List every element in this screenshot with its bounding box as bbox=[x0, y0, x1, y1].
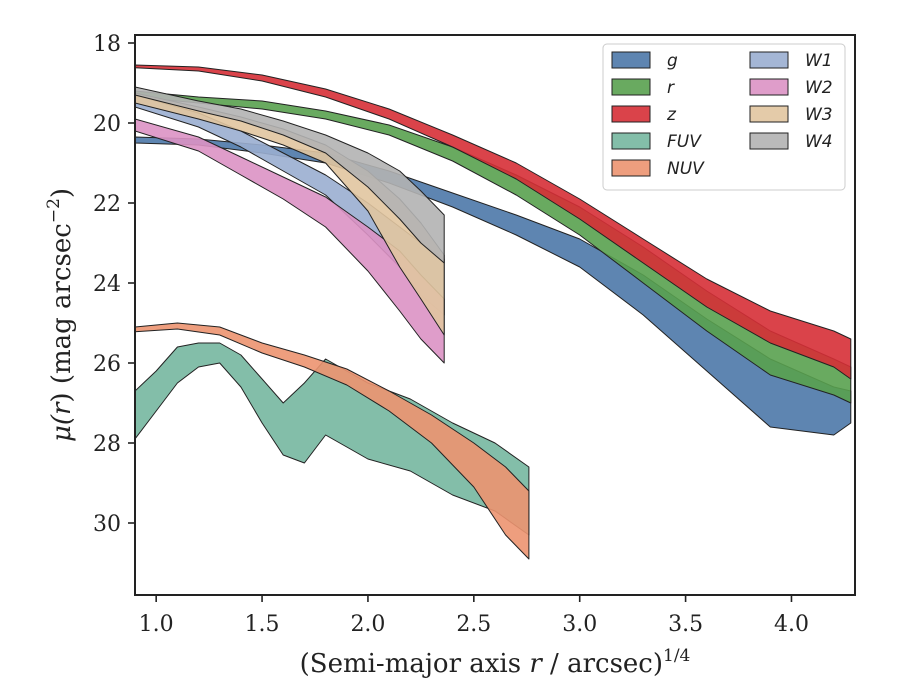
plot-frame bbox=[134, 34, 856, 596]
x-axis-ticks: 1.0 1.5 2.0 2.5 3.0 3.5 4.0 bbox=[139, 595, 809, 637]
legend-swatch-w2 bbox=[749, 78, 789, 96]
x-tick-label: 3.0 bbox=[562, 612, 597, 637]
legend-label-w2: W2 bbox=[805, 78, 833, 98]
legend-swatch-w1 bbox=[749, 51, 789, 69]
legend-swatch-g bbox=[611, 51, 651, 69]
legend-label-z: z bbox=[666, 105, 677, 125]
y-tick-label: 18 bbox=[93, 32, 121, 57]
y-tick-label: 22 bbox=[93, 192, 121, 217]
legend-swatch-w4 bbox=[749, 132, 789, 150]
x-tick-label: 1.5 bbox=[245, 612, 280, 637]
series-band-w2 bbox=[135, 118, 445, 364]
legend-swatch-nuv bbox=[611, 159, 651, 177]
legend: grz FUV NUV W1 W2 W3 W4 bbox=[602, 43, 846, 191]
legend-label-r: r bbox=[667, 78, 675, 98]
series-band-nuv bbox=[135, 322, 530, 560]
legend-label-fuv: FUV bbox=[667, 132, 702, 152]
x-tick-label: 4.0 bbox=[774, 612, 809, 637]
series-layer bbox=[135, 64, 852, 560]
y-tick-label: 20 bbox=[93, 112, 121, 137]
y-axis-ticks: 18 20 22 24 26 28 30 bbox=[93, 32, 135, 537]
legend-label-w3: W3 bbox=[805, 105, 833, 125]
series-band-w4 bbox=[135, 86, 445, 264]
series-band-r bbox=[135, 90, 852, 404]
y-tick-label: 30 bbox=[93, 512, 121, 537]
legend-swatch-fuv bbox=[611, 132, 651, 150]
x-axis-label: (Semi-major axis r / arcsec)1/4 bbox=[300, 646, 691, 679]
legend-label-g: g bbox=[667, 51, 678, 71]
legend-swatch-z bbox=[611, 105, 651, 123]
x-tick-label: 1.0 bbox=[139, 612, 174, 637]
legend-label-w1: W1 bbox=[805, 51, 833, 71]
legend-swatch-r bbox=[611, 78, 651, 96]
y-axis-label: μ(r) (mag arcsec−2) bbox=[44, 188, 77, 442]
x-tick-label: 3.5 bbox=[668, 612, 703, 637]
y-tick-label: 28 bbox=[93, 432, 121, 457]
y-tick-label: 26 bbox=[93, 352, 121, 377]
x-tick-label: 2.5 bbox=[456, 612, 491, 637]
legend-label-w4: W4 bbox=[805, 132, 833, 152]
x-tick-label: 2.0 bbox=[350, 612, 385, 637]
legend-swatch-w3 bbox=[749, 105, 789, 123]
legend-label-nuv: NUV bbox=[667, 159, 705, 179]
series-band-z bbox=[135, 64, 852, 380]
y-tick-label: 24 bbox=[93, 272, 121, 297]
